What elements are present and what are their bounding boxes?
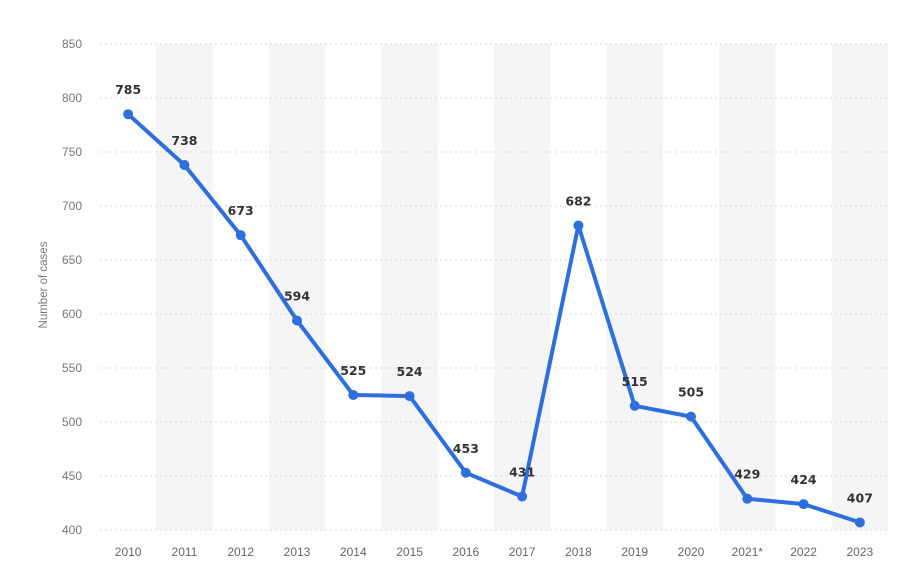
x-tick-label: 2019	[621, 545, 648, 559]
x-tick-label: 2016	[453, 545, 480, 559]
data-point[interactable]	[854, 517, 865, 528]
background-band	[831, 44, 888, 530]
x-tick-label: 2020	[678, 545, 705, 559]
x-tick-label: 2010	[115, 545, 142, 559]
x-tick-label: 2018	[565, 545, 592, 559]
data-point[interactable]	[179, 159, 190, 170]
data-label: 738	[171, 133, 197, 148]
y-tick-label: 400	[62, 523, 82, 537]
data-point[interactable]	[517, 491, 528, 502]
gridlines	[100, 43, 888, 531]
background-band	[381, 44, 438, 530]
data-point[interactable]	[235, 230, 246, 241]
alternating-bands	[156, 44, 888, 530]
y-tick-label: 800	[62, 91, 82, 105]
data-point[interactable]	[798, 499, 809, 510]
series-group	[123, 109, 865, 528]
data-label: 785	[115, 82, 141, 97]
x-tick-label: 2015	[396, 545, 423, 559]
data-point[interactable]	[460, 467, 471, 478]
background-band	[494, 44, 551, 530]
data-label: 431	[509, 465, 535, 480]
data-label: 429	[734, 467, 760, 482]
data-point[interactable]	[348, 390, 359, 400]
data-label: 525	[340, 363, 366, 378]
x-tick-label: 2023	[847, 545, 874, 559]
data-label: 505	[678, 385, 704, 400]
data-point[interactable]	[123, 109, 134, 120]
data-point[interactable]	[686, 411, 696, 422]
data-label: 407	[847, 490, 873, 505]
y-tick-label: 500	[62, 415, 82, 429]
y-tick-label: 450	[62, 469, 82, 483]
data-point[interactable]	[404, 391, 415, 402]
series-line	[126, 112, 862, 525]
data-label: 673	[228, 203, 254, 218]
x-tick-label: 2011	[172, 545, 198, 559]
x-tick-label: 2021*	[732, 545, 764, 559]
background-band	[268, 44, 326, 530]
background-band	[719, 44, 776, 530]
data-point[interactable]	[292, 315, 302, 326]
x-tick-label: 2014	[340, 545, 367, 559]
x-tick-label: 2017	[509, 545, 536, 559]
data-label: 424	[791, 472, 817, 487]
y-tick-label: 550	[62, 361, 82, 375]
data-label: 682	[565, 193, 591, 208]
x-tick-label: 2012	[227, 545, 254, 559]
data-label: 524	[397, 364, 423, 379]
data-point[interactable]	[629, 400, 640, 411]
y-axis-title: Number of cases	[38, 241, 50, 328]
y-tick-label: 700	[62, 199, 82, 213]
data-labels: 785 738 673 594 525 524 453 431 682 515 505 429 424 4…	[115, 82, 873, 505]
background-band	[606, 44, 663, 530]
data-point[interactable]	[742, 493, 753, 504]
data-label: 515	[622, 374, 648, 389]
y-tick-label: 750	[62, 145, 82, 159]
y-tick-label: 850	[62, 37, 82, 51]
data-label: 453	[453, 441, 479, 456]
x-tick-label: 2022	[790, 545, 817, 559]
y-tick-label: 600	[62, 307, 82, 321]
y-axis-ticks: 400 450 500 550 600 650 700 750 800 850	[62, 37, 82, 537]
background-band	[156, 44, 213, 530]
data-label: 594	[284, 288, 310, 303]
y-tick-label: 650	[62, 253, 82, 267]
x-tick-label: 2013	[284, 545, 311, 559]
x-axis-ticks: 2010 2011 2012 2013 2014 2015 2016 2017 2018 2019…	[115, 545, 874, 559]
data-point[interactable]	[573, 220, 584, 231]
